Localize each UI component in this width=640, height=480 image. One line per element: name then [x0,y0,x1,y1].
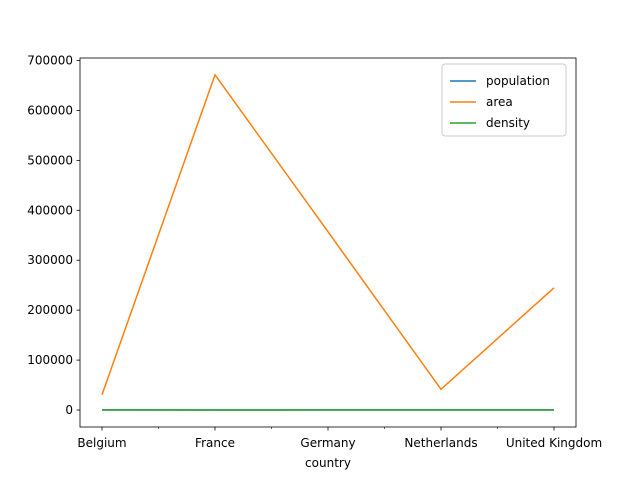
series-lines [101,73,555,411]
y-tick-label: 500000 [27,153,73,167]
y-tick-label: 100000 [27,353,73,367]
x-tick-label: Belgium [77,436,126,450]
series-line-area [101,73,555,396]
y-tick-label: 600000 [27,103,73,117]
y-tick-label: 400000 [27,203,73,217]
y-tick-label: 300000 [27,253,73,267]
x-tick-label: Germany [300,436,355,450]
y-tick-label: 0 [65,403,73,417]
y-tick-label: 700000 [27,53,73,67]
legend-box [441,63,567,137]
x-tick-label: Netherlands [404,436,477,450]
legend-label-population: population [486,74,550,88]
y-tick-label: 200000 [27,303,73,317]
legend-label-area: area [486,95,513,109]
legend-label-density: density [486,116,530,130]
legend: population area density [441,63,567,137]
x-tick-label: United Kingdom [506,436,602,450]
x-axis-label: country [305,456,351,470]
x-axis: Belgium France Germany Netherlands United Ki… [77,427,602,450]
x-tick-label: France [195,436,235,450]
y-axis: 0 100000 200000 300000 400000 500000 600000 700… [27,53,80,417]
